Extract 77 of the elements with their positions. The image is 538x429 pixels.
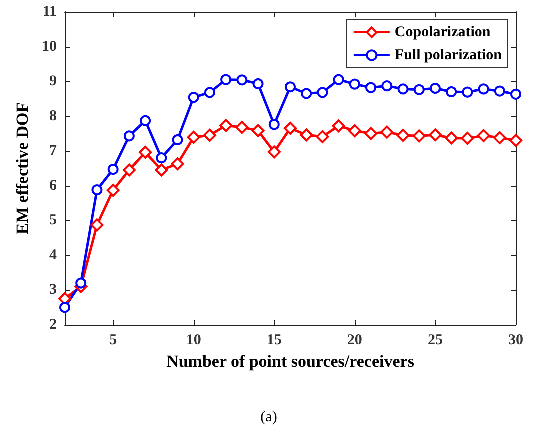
point (106, 184, 120, 197)
x-tick-label: 10 (186, 332, 202, 348)
point (317, 87, 328, 98)
y-tick-label: 4 (50, 247, 58, 264)
point (478, 84, 490, 95)
point (461, 132, 474, 146)
point (122, 164, 136, 177)
point (188, 92, 200, 104)
point (364, 127, 378, 140)
point (236, 74, 248, 86)
point (382, 80, 393, 92)
x-axis-title: Number of point sources/receivers (166, 352, 415, 371)
point (284, 122, 297, 136)
legend-label: Full polarization (394, 48, 503, 64)
point (348, 124, 362, 138)
point (494, 86, 506, 97)
point (76, 278, 87, 289)
point (171, 157, 184, 170)
y-tick-label: 5 (50, 212, 57, 229)
point (140, 115, 152, 126)
point (268, 146, 281, 159)
y-tick-label: 3 (50, 282, 57, 298)
point (333, 74, 344, 86)
point (462, 86, 474, 98)
y-tick-label: 11 (42, 4, 57, 20)
point (493, 131, 506, 144)
point (477, 129, 490, 142)
point (252, 124, 265, 138)
y-tick-label: 2 (50, 317, 57, 333)
x-tick-label: 20 (347, 332, 362, 348)
point (446, 86, 458, 98)
x-tick-label: 25 (428, 332, 443, 348)
point (236, 120, 249, 134)
point (428, 128, 442, 142)
point (412, 130, 426, 143)
point (220, 74, 232, 86)
legend-label: Copolarization (394, 24, 492, 40)
point (430, 83, 441, 94)
y-tick-label: 7 (50, 143, 58, 160)
point (92, 184, 103, 196)
point (155, 164, 168, 177)
x-tick-label: 15 (266, 332, 282, 348)
point (300, 128, 314, 142)
point (172, 134, 184, 146)
point (398, 84, 409, 95)
point (139, 146, 152, 159)
point (349, 78, 360, 90)
y-tick-label: 8 (50, 108, 57, 124)
point (285, 82, 296, 93)
point (268, 119, 280, 130)
point (187, 131, 200, 144)
y-tick-label: 9 (50, 74, 57, 90)
point (60, 302, 70, 314)
y-tick-label: 10 (42, 38, 57, 55)
point (220, 119, 233, 132)
point (108, 164, 119, 176)
point (124, 130, 135, 142)
point (252, 78, 264, 90)
point (510, 88, 522, 100)
point (156, 152, 168, 164)
point (366, 82, 377, 94)
y-tick-label: 6 (50, 178, 58, 194)
point (380, 126, 394, 139)
point (316, 130, 330, 144)
point (90, 218, 104, 232)
point (510, 134, 522, 148)
text: (a) (260, 410, 278, 426)
point (414, 84, 425, 96)
x-tick-label: 5 (110, 332, 118, 348)
point (203, 128, 216, 142)
point (332, 120, 346, 133)
y-axis-title: EM effective DOF (13, 102, 32, 235)
point (301, 88, 312, 100)
x-tick-label: 30 (508, 332, 524, 348)
point (445, 132, 458, 145)
point (396, 128, 410, 142)
point (204, 87, 216, 98)
